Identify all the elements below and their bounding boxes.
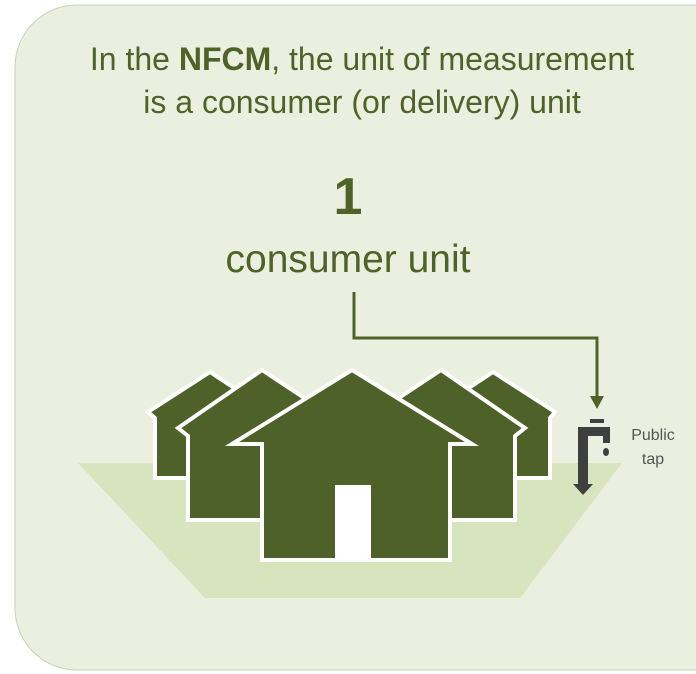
tap-label-2: tap (642, 451, 664, 468)
title-bold: NFCM (179, 41, 271, 77)
arrow-head (590, 396, 604, 409)
door (335, 485, 371, 560)
houses (144, 367, 558, 562)
tap-spout (578, 427, 610, 436)
title-line-2: is a consumer (or delivery) unit (143, 84, 581, 120)
tap-nozzle (603, 427, 610, 443)
tap-foot (573, 484, 593, 495)
tap-icon (573, 419, 610, 495)
tap-label-1: Public (631, 427, 675, 444)
count: 1 (334, 168, 363, 226)
unit-label: consumer unit (226, 238, 471, 281)
house-main (224, 367, 480, 562)
water-drop (603, 448, 609, 456)
title-line-1: In the NFCM, the unit of measurement (90, 41, 634, 77)
connector (352, 292, 599, 398)
tap-pipe (578, 427, 588, 485)
title-before: In the (90, 41, 179, 77)
tap-handle (590, 419, 604, 423)
title-after: , the unit of measurement (271, 41, 634, 77)
